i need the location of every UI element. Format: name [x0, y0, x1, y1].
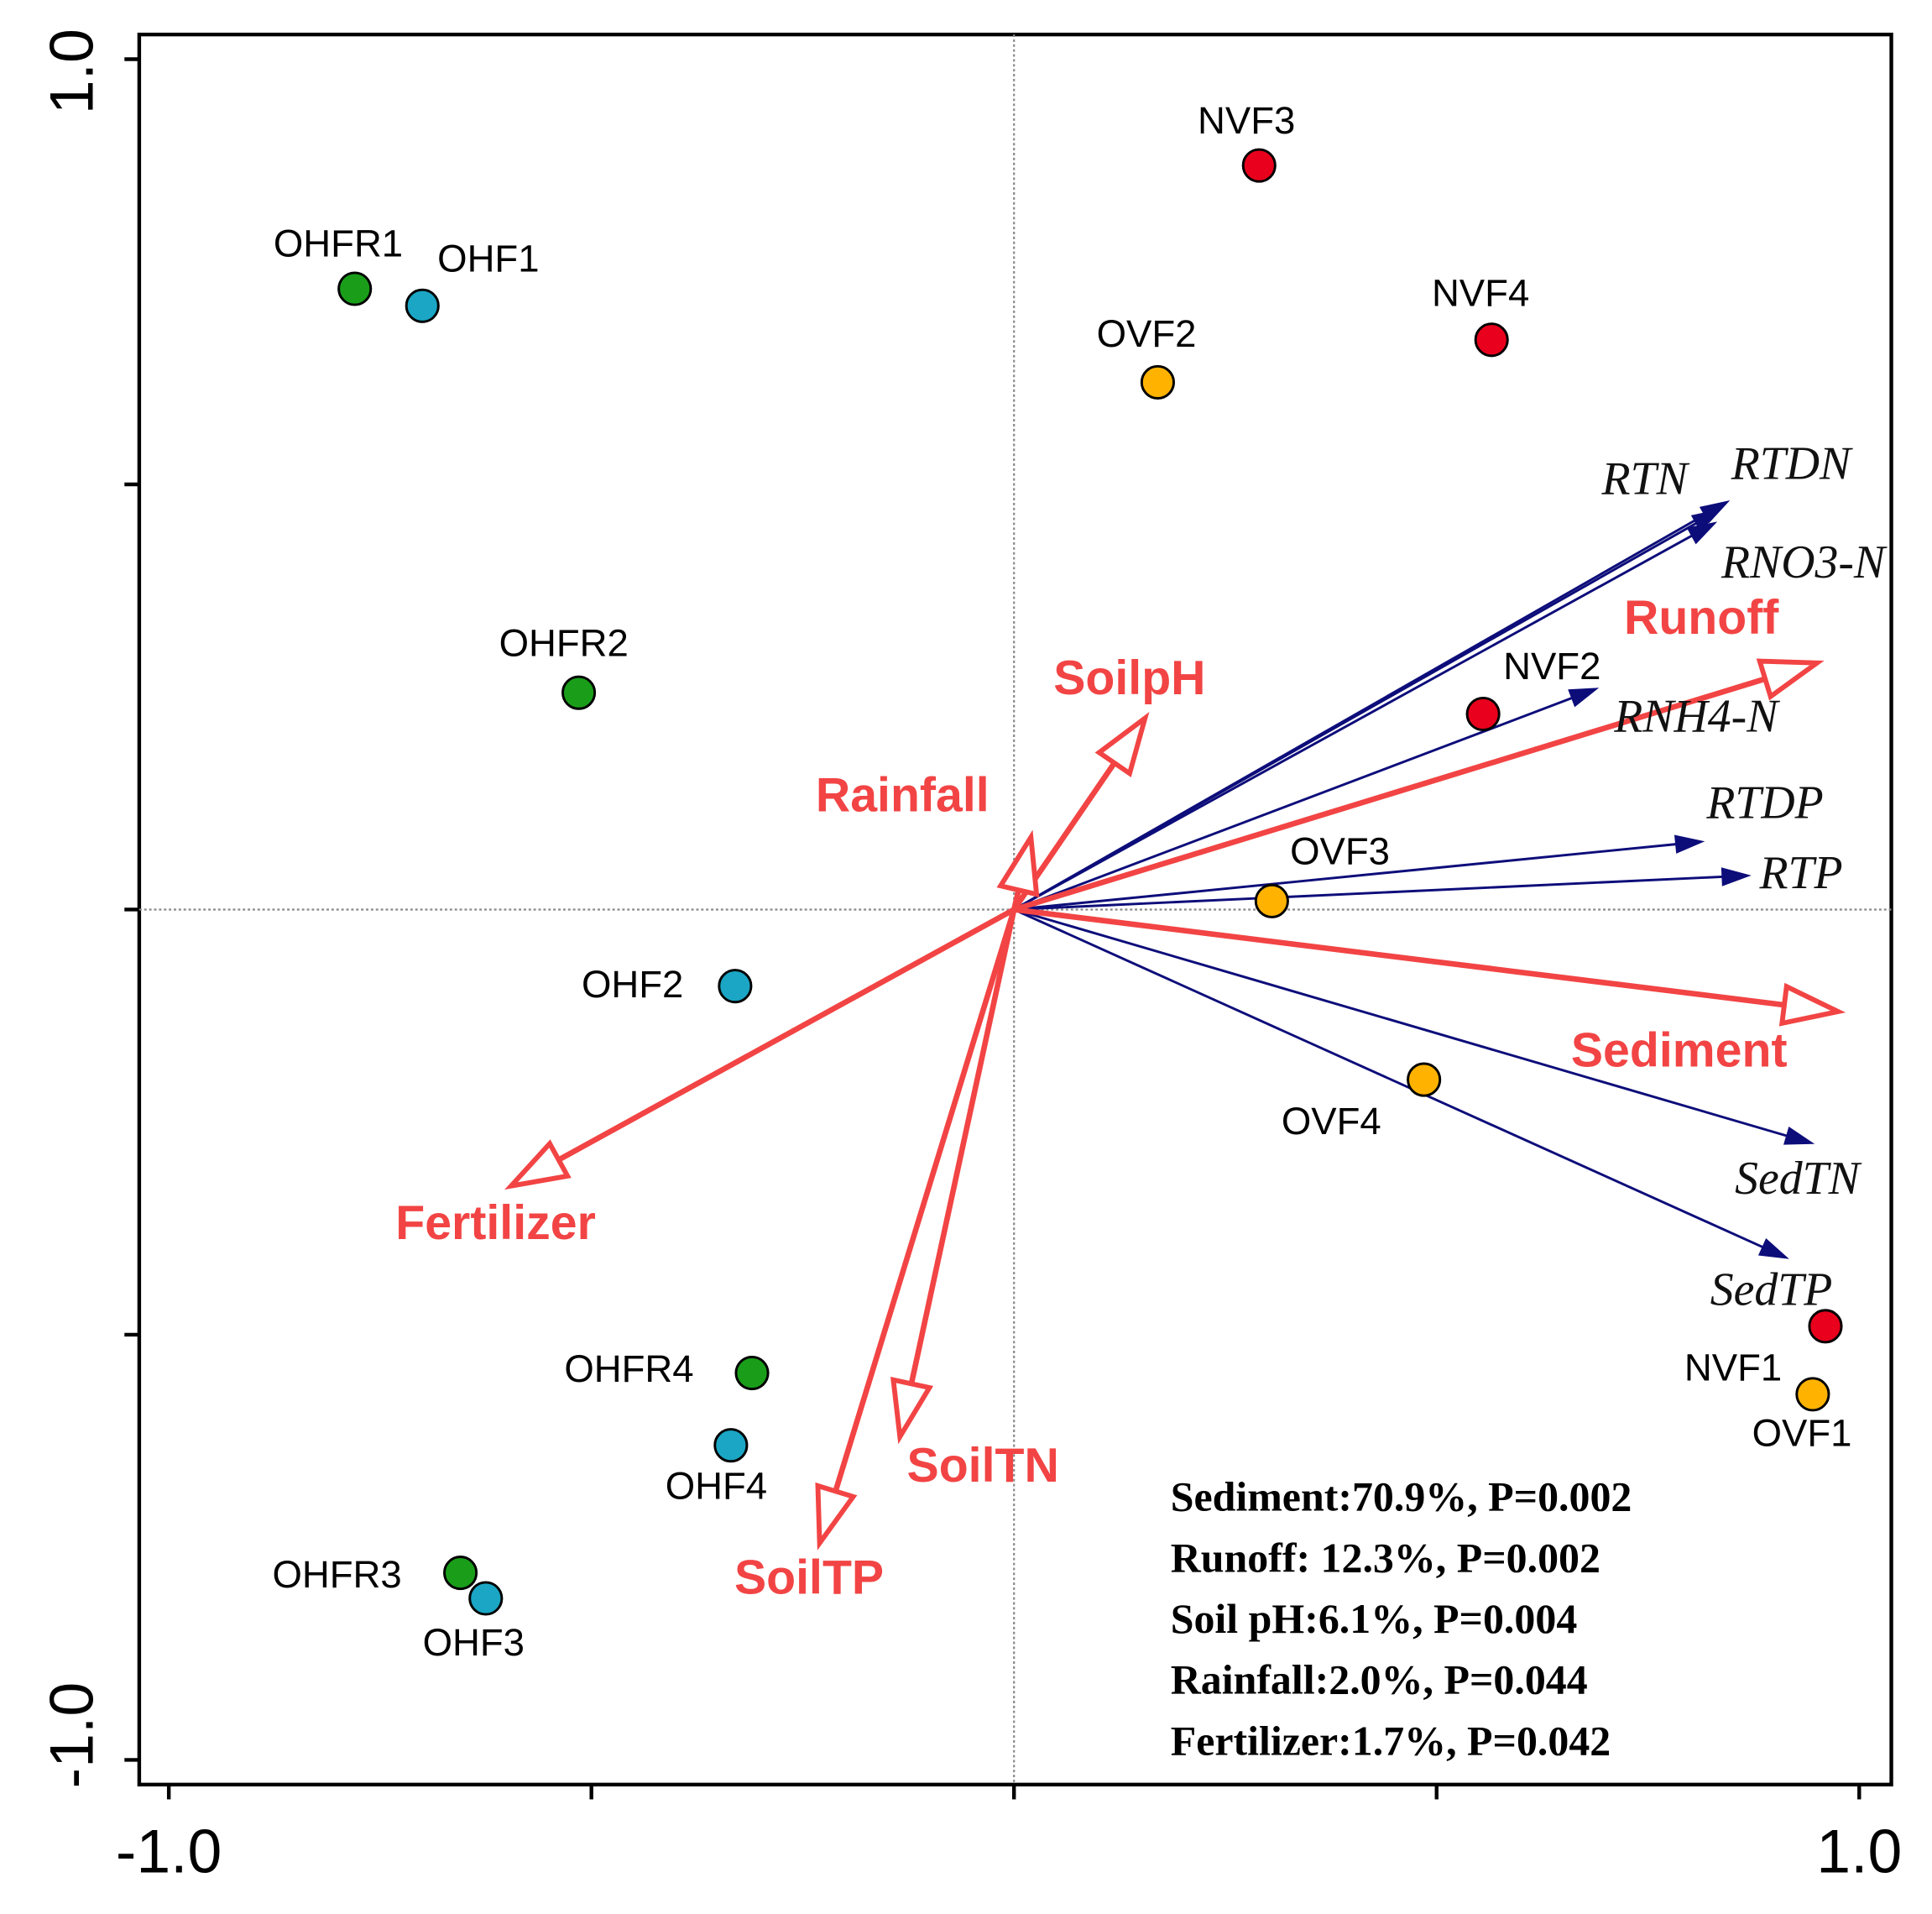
sample-point	[468, 1581, 504, 1616]
vector-head	[1674, 834, 1705, 854]
sample-point	[1795, 1377, 1830, 1412]
vector-head	[1094, 712, 1150, 778]
sample-label: NVF1	[1684, 1347, 1782, 1389]
annotation: Rainfall:2.0%, P=0.044	[1171, 1657, 1588, 1703]
vector-head	[1721, 867, 1752, 886]
explanatory-label: Runoff	[1624, 591, 1779, 645]
sample-point	[405, 288, 440, 323]
sample-label: OHF2	[582, 963, 683, 1006]
annotation: Sediment:70.9%, P=0.002	[1171, 1474, 1632, 1520]
response-label: RTN	[1601, 452, 1690, 505]
vector	[1013, 534, 1693, 911]
sample-label: NVF2	[1503, 645, 1600, 688]
response-label: RTDN	[1731, 438, 1853, 490]
y-tick-label: -1.0	[37, 1682, 106, 1788]
response-label: SedTN	[1735, 1153, 1862, 1205]
vector	[1013, 907, 1785, 1008]
vector	[1013, 513, 1705, 911]
sample-label: OHFR3	[272, 1553, 401, 1596]
vector-head	[504, 1139, 572, 1190]
response-label: RTP	[1758, 847, 1842, 899]
explanatory-label: Sediment	[1571, 1023, 1788, 1077]
sample-label: OVF2	[1097, 312, 1197, 355]
response-label: RNH4-N	[1613, 691, 1780, 743]
sample-label: OHF1	[437, 237, 539, 280]
vector-head	[996, 829, 1040, 898]
sample-label: OHFR1	[274, 222, 403, 265]
sample-label: OHFR2	[499, 621, 629, 664]
explanatory-label: SoilpH	[1053, 651, 1205, 705]
sample-point	[561, 675, 597, 710]
vector	[557, 907, 1016, 1163]
sample-point	[1254, 883, 1289, 918]
vector-head	[1756, 658, 1825, 701]
sample-point	[1407, 1062, 1442, 1097]
vector-head	[1783, 1126, 1815, 1145]
vector-head	[815, 1482, 858, 1551]
response-label: RTDP	[1705, 777, 1823, 829]
response-label: SedTP	[1710, 1263, 1833, 1315]
vector	[1013, 697, 1573, 911]
vector-head	[1778, 982, 1846, 1027]
vector	[1013, 908, 1788, 1137]
sample-point	[1241, 148, 1277, 183]
sample-point	[718, 969, 753, 1004]
x-tick-label: 1.0	[1816, 1817, 1902, 1885]
y-tick-label: 1.0	[37, 29, 106, 114]
sample-point	[734, 1355, 770, 1391]
vector	[908, 908, 1017, 1385]
explanatory-label: SoilTN	[907, 1439, 1059, 1493]
annotation: Runoff: 12.3%, P=0.002	[1171, 1535, 1600, 1581]
sample-label: OHF3	[423, 1621, 525, 1664]
vector	[1010, 889, 1021, 911]
explanatory-label: SoilTP	[734, 1551, 884, 1605]
vector	[1014, 875, 1723, 911]
vector	[1013, 676, 1767, 913]
vector-head	[1686, 521, 1718, 545]
sample-label: NVF3	[1198, 99, 1295, 142]
vector	[1014, 843, 1676, 911]
annotation: Soil pH:6.1%, P=0.004	[1171, 1596, 1578, 1642]
sample-label: OVF3	[1290, 829, 1390, 872]
vector-head	[1699, 500, 1731, 524]
sample-point	[337, 271, 373, 306]
explanatory-label: Fertilizer	[395, 1196, 596, 1250]
vector-head	[1757, 1237, 1789, 1259]
sample-label: OHF4	[666, 1465, 767, 1508]
sample-label: OVF4	[1282, 1100, 1381, 1143]
sample-point	[1474, 322, 1509, 358]
vector-head	[890, 1376, 934, 1445]
response-label: RNO3-N	[1721, 536, 1888, 588]
vector	[833, 908, 1017, 1493]
annotation: Fertilizer:1.7%, P=0.042	[1171, 1718, 1611, 1764]
sample-label: NVF4	[1432, 271, 1529, 314]
vector	[1013, 908, 1763, 1248]
sample-point	[713, 1428, 749, 1463]
sample-point	[1140, 364, 1175, 400]
explanatory-label: Rainfall	[816, 768, 989, 822]
x-tick-label: -1.0	[116, 1817, 222, 1885]
sample-label: OVF1	[1752, 1411, 1852, 1454]
vector-head	[1568, 688, 1600, 708]
sample-point	[443, 1556, 478, 1591]
sample-point	[1465, 696, 1501, 732]
sample-point	[1808, 1309, 1843, 1344]
sample-label: OHFR4	[564, 1347, 693, 1390]
